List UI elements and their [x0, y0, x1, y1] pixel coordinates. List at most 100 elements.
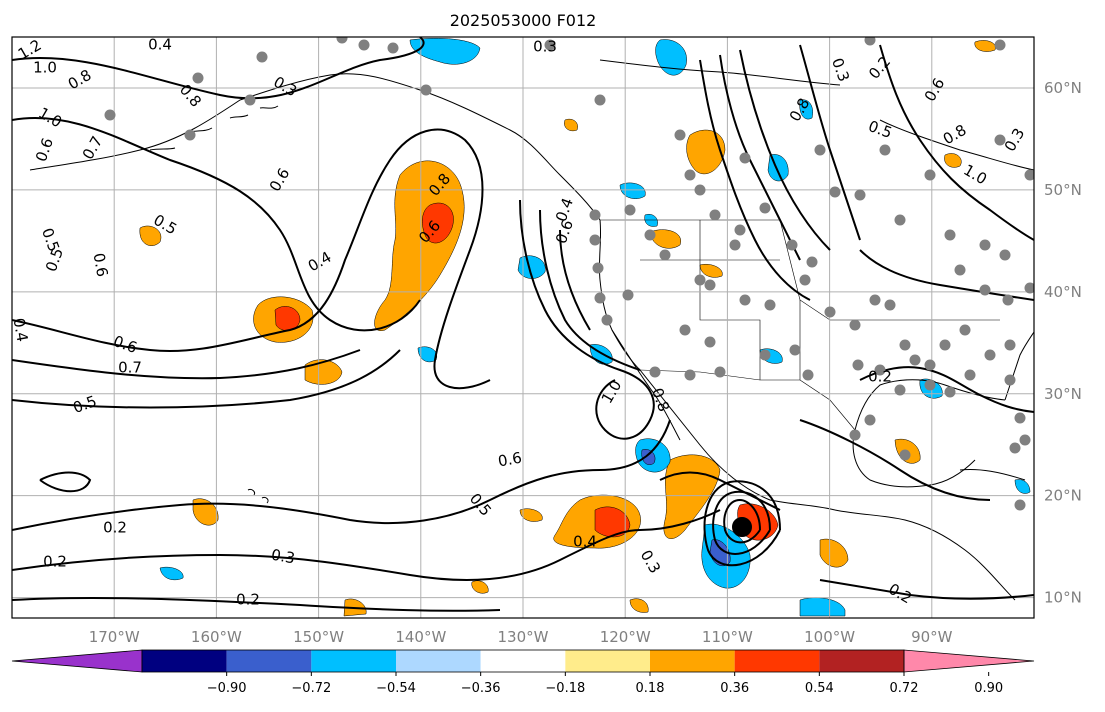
- contour-line: [859, 366, 1034, 413]
- station-marker: [944, 229, 956, 241]
- colorbar-tick-label: −0.72: [291, 681, 331, 696]
- lat-label: 50°N: [1044, 181, 1082, 199]
- colorbar-segment: [142, 650, 227, 672]
- contour-line: [12, 349, 361, 380]
- station-marker: [849, 319, 861, 331]
- contour-line: [699, 59, 811, 301]
- contour-label: 0.3: [533, 38, 557, 56]
- shaded-region: [1014, 479, 1031, 494]
- station-marker: [734, 224, 746, 236]
- lon-label: 160°W: [191, 628, 242, 646]
- shaded-region: [619, 182, 646, 199]
- coastline: [611, 329, 836, 511]
- lon-label: 150°W: [293, 628, 344, 646]
- station-marker: [924, 359, 936, 371]
- station-marker: [704, 336, 716, 348]
- shaded-region: [274, 306, 301, 331]
- contour-label: 0.6: [90, 252, 112, 279]
- contour-line: [12, 37, 425, 100]
- colorbar-segment: [734, 650, 820, 672]
- contour-labels: 1.21.0 0.80.60.40.31.00.70.80.60.50.5 0.60…: [12, 37, 1028, 609]
- contour-line: [519, 199, 655, 440]
- shaded-region: [192, 498, 219, 526]
- colorbar-tick-label: −0.18: [545, 681, 585, 696]
- contour-label: 0.3: [270, 546, 297, 568]
- station-markers: [104, 37, 1034, 511]
- station-marker: [879, 144, 891, 156]
- station-marker: [387, 42, 399, 54]
- coastline: [29, 73, 601, 221]
- station-marker: [674, 129, 686, 141]
- contour-line: [799, 44, 861, 241]
- station-marker: [1014, 499, 1026, 511]
- station-marker: [869, 294, 881, 306]
- station-marker: [420, 84, 432, 96]
- station-marker: [104, 109, 116, 121]
- colorbar-frame: [141, 649, 905, 673]
- station-marker: [592, 262, 604, 274]
- colorbar-tick-label: 0.18: [636, 681, 665, 696]
- station-marker: [336, 37, 348, 44]
- station-marker: [924, 169, 936, 181]
- station-marker: [994, 134, 1006, 146]
- contour-label: 0.2: [868, 368, 892, 386]
- colorbar-under-extension: [11, 649, 143, 673]
- station-marker: [594, 94, 606, 106]
- contour-label: 0.4: [573, 533, 597, 551]
- shaded-fields: [139, 38, 1031, 617]
- contour-line: [703, 480, 781, 567]
- colorbar-tick-label: 0.72: [890, 681, 919, 696]
- station-marker: [694, 274, 706, 286]
- shaded-region: [139, 225, 162, 246]
- station-marker: [944, 386, 956, 398]
- station-marker: [786, 239, 798, 251]
- contour-line: [799, 419, 991, 501]
- shaded-region: [974, 40, 996, 52]
- contour-label: 0.6: [497, 449, 524, 471]
- contour-line: [739, 49, 831, 251]
- station-marker: [814, 144, 826, 156]
- station-marker: [759, 349, 771, 361]
- contour-label: 0.2: [103, 519, 127, 537]
- station-marker: [659, 249, 671, 261]
- shaded-region: [655, 39, 687, 76]
- gridlines: [12, 37, 1034, 618]
- station-marker: [954, 264, 966, 276]
- coastline: [1004, 331, 1034, 401]
- station-marker: [959, 324, 971, 336]
- colorbar-over-extension: [903, 649, 1035, 673]
- contour-line: [12, 509, 721, 581]
- station-marker: [874, 364, 886, 376]
- station-marker: [694, 184, 706, 196]
- map-panel: 1.21.0 0.80.60.40.31.00.70.80.60.50.5 0.60…: [12, 37, 1034, 618]
- station-marker: [789, 344, 801, 356]
- contour-line: [559, 229, 591, 331]
- coastlines: [29, 59, 1034, 601]
- coastline: [599, 59, 1034, 171]
- colorbar-tick-label: 0.36: [720, 681, 749, 696]
- colorbar-tick-label: −0.54: [376, 681, 416, 696]
- station-marker: [1002, 294, 1014, 306]
- station-marker: [939, 339, 951, 351]
- station-marker: [714, 366, 726, 378]
- shaded-region: [594, 506, 631, 538]
- lon-label: 130°W: [498, 628, 549, 646]
- lat-label: 20°N: [1044, 487, 1082, 505]
- station-marker: [1014, 412, 1026, 424]
- station-marker: [979, 239, 991, 251]
- shaded-region: [159, 566, 184, 581]
- shaded-region: [649, 229, 682, 249]
- shaded-region: [944, 153, 962, 168]
- coastline: [834, 509, 1016, 601]
- contour-line: [539, 209, 641, 371]
- station-marker: [624, 204, 636, 216]
- colorbar-segment: [819, 650, 904, 672]
- coastline: [149, 105, 279, 151]
- station-marker: [894, 384, 906, 396]
- station-marker: [884, 299, 896, 311]
- station-marker: [244, 94, 256, 106]
- lon-label: 140°W: [395, 628, 446, 646]
- lon-label: 170°W: [89, 628, 140, 646]
- station-marker: [594, 292, 606, 304]
